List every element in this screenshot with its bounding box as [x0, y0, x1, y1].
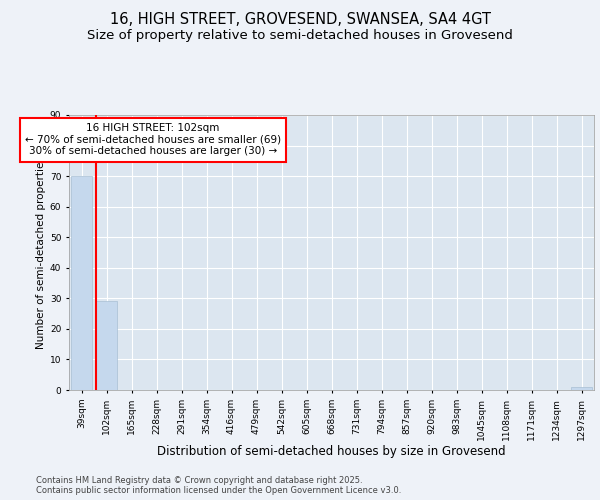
- Bar: [571, 387, 592, 390]
- Text: 16 HIGH STREET: 102sqm
← 70% of semi-detached houses are smaller (69)
30% of sem: 16 HIGH STREET: 102sqm ← 70% of semi-det…: [25, 123, 281, 156]
- Text: Contains public sector information licensed under the Open Government Licence v3: Contains public sector information licen…: [36, 486, 401, 495]
- X-axis label: Distribution of semi-detached houses by size in Grovesend: Distribution of semi-detached houses by …: [157, 446, 506, 458]
- Bar: [71, 176, 92, 390]
- Text: 16, HIGH STREET, GROVESEND, SWANSEA, SA4 4GT: 16, HIGH STREET, GROVESEND, SWANSEA, SA4…: [110, 12, 491, 28]
- Text: Size of property relative to semi-detached houses in Grovesend: Size of property relative to semi-detach…: [87, 29, 513, 42]
- Y-axis label: Number of semi-detached properties: Number of semi-detached properties: [35, 156, 46, 349]
- Text: Contains HM Land Registry data © Crown copyright and database right 2025.: Contains HM Land Registry data © Crown c…: [36, 476, 362, 485]
- Bar: [96, 302, 117, 390]
